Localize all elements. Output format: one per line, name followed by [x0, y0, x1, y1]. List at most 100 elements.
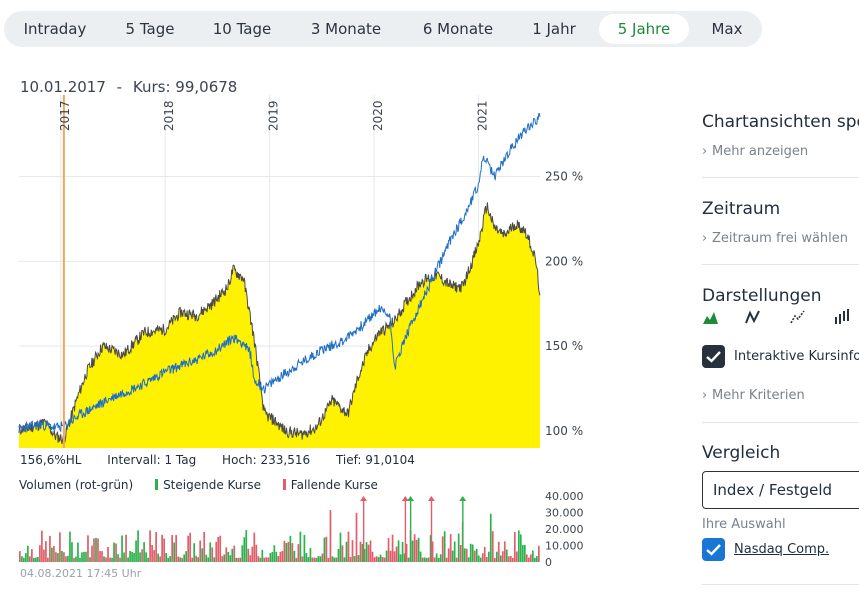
volume-outlier-bar: [430, 500, 433, 562]
volume-bar: [117, 554, 119, 562]
volume-overflow-arrow-icon: [407, 496, 415, 501]
chartviews-more-link[interactable]: › Mehr anzeigen: [702, 144, 808, 159]
volume-bar: [231, 548, 234, 562]
volume-bar: [415, 539, 418, 562]
nasdaq-checkbox[interactable]: [702, 538, 725, 561]
volume-outlier-bar: [404, 500, 407, 562]
volume-bar: [105, 557, 107, 562]
volume-bar: [375, 556, 378, 562]
price-chart[interactable]: 100 % 150 % 200 % 250 % 2017 2018 2019 2020 2021: [0, 95, 600, 455]
volume-bar: [107, 547, 109, 562]
volume-bar: [351, 540, 354, 562]
timerange-link[interactable]: › Zeitraum frei wählen: [702, 231, 848, 246]
volume-bar: [43, 549, 45, 562]
volume-bar: [429, 535, 432, 562]
volume-bar: [273, 545, 276, 562]
volume-bar: [301, 556, 304, 562]
volume-bar: [223, 554, 226, 562]
volume-bar: [185, 551, 188, 562]
tab-5-jahre[interactable]: 5 Jahre: [599, 14, 689, 44]
chartviews-more-label: Mehr anzeigen: [712, 144, 809, 159]
timerange-title: Zeitraum: [702, 199, 781, 219]
volume-bar: [47, 557, 49, 562]
volume-bar: [403, 553, 406, 562]
volume-bar: [169, 556, 171, 562]
volume-bar: [381, 557, 384, 562]
volume-bar: [267, 557, 270, 562]
volume-bar: [53, 545, 55, 562]
compare-select[interactable]: Index / Festgeld: [702, 471, 859, 509]
volume-bar: [477, 555, 480, 562]
volume-bar: [41, 530, 43, 562]
volume-bar: [95, 537, 97, 562]
more-criteria-label: Mehr Kriterien: [712, 388, 805, 403]
more-criteria-link[interactable]: › Mehr Kriterien: [702, 388, 805, 403]
tab-max[interactable]: Max: [711, 20, 743, 38]
volume-bar: [538, 545, 540, 562]
interactive-info-option[interactable]: Interaktive Kursinformationen: [702, 345, 859, 368]
mountain-chart-icon[interactable]: [702, 308, 720, 326]
volume-bar: [195, 555, 198, 562]
compare-item-nasdaq[interactable]: Nasdaq Comp.: [702, 538, 829, 561]
volume-bar: [25, 553, 27, 562]
volume-bar: [347, 531, 350, 562]
volume-bar: [237, 557, 240, 562]
volume-bar: [285, 543, 288, 562]
tab-6-monate[interactable]: 6 Monate: [422, 20, 494, 38]
chartviews-title: Chartansichten speichern: [702, 112, 859, 132]
y-tick-label: 100 %: [545, 424, 583, 438]
nasdaq-link[interactable]: Nasdaq Comp.: [734, 542, 830, 557]
tab-3-monate[interactable]: 3 Monate: [310, 20, 382, 38]
volume-bar: [63, 552, 65, 562]
interactive-info-checkbox[interactable]: [702, 345, 725, 368]
volume-bar: [289, 535, 292, 562]
volume-bar: [171, 535, 173, 562]
volume-bar: [145, 552, 147, 562]
volume-bar: [165, 553, 167, 562]
tab-intraday[interactable]: Intraday: [23, 20, 87, 38]
volume-bar: [293, 550, 296, 562]
volume-bar: [215, 541, 218, 562]
line-chart-icon[interactable]: [744, 308, 762, 326]
volume-bar: [297, 544, 300, 562]
volume-outlier-bar: [362, 500, 365, 562]
volume-bar: [411, 540, 414, 562]
volume-bar: [323, 537, 326, 562]
candlestick-chart-icon[interactable]: [833, 308, 851, 326]
volume-bar: [447, 548, 450, 562]
volume-bar: [457, 533, 460, 562]
volume-bar: [489, 513, 492, 562]
volume-bar: [67, 555, 69, 562]
rising-color-mark: [155, 479, 159, 490]
volume-bar: [177, 556, 179, 562]
stock-area-series: [19, 202, 540, 448]
ohlc-chart-icon[interactable]: [789, 308, 807, 326]
volume-bar: [309, 548, 312, 562]
volume-bar: [389, 550, 392, 562]
volume-bar: [433, 557, 436, 562]
volume-bar: [37, 556, 39, 562]
volume-bar: [55, 552, 57, 562]
selection-label: Ihre Auswahl: [702, 517, 786, 532]
tab-10-tage[interactable]: 10 Tage: [212, 20, 272, 38]
volume-bar: [175, 535, 177, 562]
volume-bar: [173, 542, 175, 562]
volume-bar: [495, 551, 498, 562]
volume-bar: [341, 545, 344, 562]
volume-bar: [343, 557, 346, 562]
tab-1-jahr[interactable]: 1 Jahr: [532, 20, 576, 38]
volume-overflow-arrow-icon: [360, 496, 368, 501]
volume-bar: [291, 543, 294, 562]
volume-bar: [531, 550, 534, 562]
chevron-right-icon: ›: [702, 388, 708, 403]
volume-bar: [385, 550, 388, 562]
volume-bar: [207, 557, 210, 562]
chart-stats: 156,6%HL Intervall: 1 Tag Hoch: 233,516 …: [20, 453, 437, 467]
volume-bar: [425, 557, 428, 562]
tab-5-tage[interactable]: 5 Tage: [125, 20, 175, 38]
volume-bar: [39, 545, 41, 562]
volume-bar: [399, 554, 402, 562]
volume-bar: [519, 534, 522, 562]
volume-bar: [497, 541, 500, 562]
volume-bar: [187, 535, 190, 562]
